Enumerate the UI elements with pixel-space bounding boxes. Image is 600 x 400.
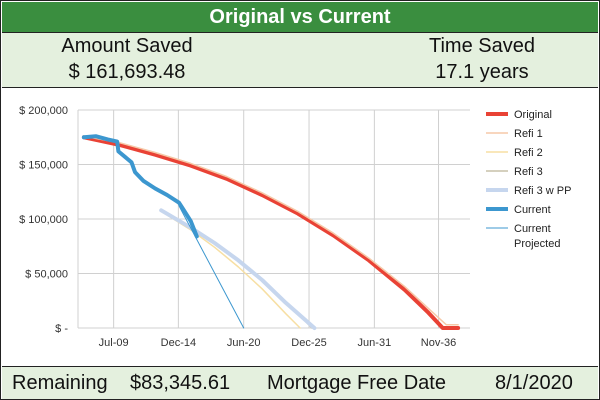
series-line-refi-2: [160, 210, 301, 329]
balance-chart: $ - $ 50,000 $ 100,000 $ 150,000 $ 200,000 Ju…: [19, 105, 571, 349]
series-line-current: [81, 134, 199, 239]
series-line-refi-3-w-pp: [159, 208, 317, 330]
time-saved-label: Time Saved: [429, 35, 535, 57]
y-tick-label: $ 200,000: [19, 105, 68, 117]
chart-area: $ - $ 50,000 $ 100,000 $ 150,000 $ 200,000 Ju…: [2, 88, 598, 366]
y-tick-label: $ 100,000: [19, 214, 68, 226]
footer-panel: Remaining $83,345.61 Mortgage Free Date …: [2, 366, 598, 399]
legend-label: Original: [514, 109, 552, 121]
x-tick-label: Jul-09: [99, 337, 129, 349]
summary-panel: Amount Saved $ 161,693.48 Time Saved 17.…: [2, 33, 598, 88]
y-tick-label: $ 150,000: [19, 160, 68, 172]
legend-label: Current: [514, 223, 551, 235]
y-tick-label: $ -: [55, 323, 68, 335]
y-tick-label: $ 50,000: [25, 269, 68, 281]
x-tick-label: Jun-20: [227, 337, 261, 349]
x-tick-label: Dec-25: [291, 337, 326, 349]
amount-saved-value: $ 161,693.48: [68, 61, 186, 83]
x-tick-label: Jun-31: [358, 337, 392, 349]
legend-label: Projected: [514, 238, 560, 250]
remaining-label: Remaining: [12, 372, 108, 394]
time-saved-value: 17.1 years: [435, 61, 529, 83]
x-tick-label: Dec-14: [161, 337, 196, 349]
chart-title: Original vs Current: [2, 2, 598, 33]
series-line-refi-3: [160, 209, 313, 329]
mortgage-free-date-value: 8/1/2020: [495, 372, 573, 394]
legend-label: Refi 1: [514, 128, 543, 140]
legend-label: Refi 3: [514, 166, 543, 178]
legend-label: Refi 3 w PP: [514, 185, 571, 197]
amount-saved-label: Amount Saved: [61, 35, 193, 57]
remaining-value: $83,345.61: [130, 372, 231, 394]
legend-label: Current: [514, 204, 551, 216]
mortgage-free-date-label: Mortgage Free Date: [267, 372, 446, 394]
series-line-original: [81, 135, 461, 330]
x-tick-label: Nov-36: [421, 337, 456, 349]
series-line-current-projected: [178, 205, 245, 329]
legend-label: Refi 2: [514, 147, 543, 159]
series-line-refi-1: [83, 135, 459, 326]
